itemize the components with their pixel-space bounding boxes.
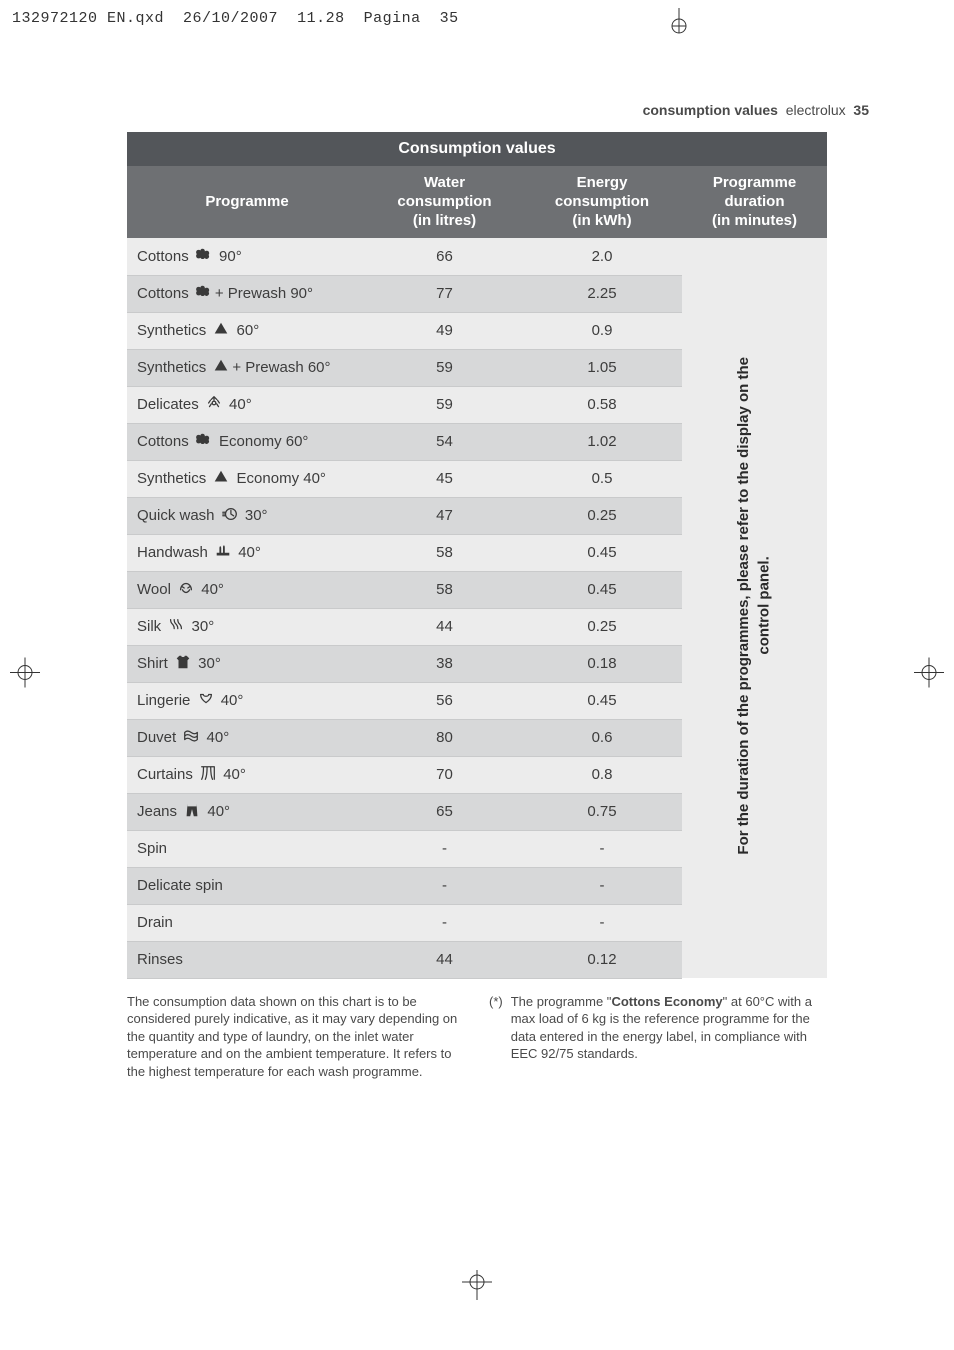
crop-mark-right	[914, 658, 944, 693]
prog-cell: Delicate spin	[127, 867, 367, 904]
energy-cell: 1.02	[522, 423, 682, 460]
prog-cell: Handwash 40°	[127, 534, 367, 571]
file-meta-line: 132972120 EN.qxd 26/10/2007 11.28 Pagina…	[0, 0, 954, 27]
shirt-icon	[174, 653, 192, 675]
water-cell: -	[367, 867, 522, 904]
prog-cell: Lingerie 40°	[127, 682, 367, 719]
water-cell: 38	[367, 645, 522, 682]
water-cell: 66	[367, 238, 522, 275]
silk-icon	[167, 616, 185, 638]
col-energy: Energyconsumption(in kWh)	[522, 166, 682, 238]
energy-cell: 0.45	[522, 682, 682, 719]
prog-cell: Synthetics + Prewash 60°	[127, 349, 367, 386]
prog-cell: Cottons Economy 60°	[127, 423, 367, 460]
prog-cell: Delicates 40°	[127, 386, 367, 423]
water-cell: 59	[367, 349, 522, 386]
prog-cell: Cottons 90°	[127, 238, 367, 275]
crop-mark-left	[10, 658, 40, 693]
energy-cell: 0.25	[522, 497, 682, 534]
water-cell: 80	[367, 719, 522, 756]
energy-cell: 0.58	[522, 386, 682, 423]
energy-cell: -	[522, 830, 682, 867]
table-row: Cottons 90°662.0For the duration of the …	[127, 238, 827, 275]
water-cell: 70	[367, 756, 522, 793]
lingerie-icon	[197, 690, 215, 712]
footnote-right: (*) The programme "Cottons Economy" at 6…	[489, 993, 827, 1081]
synth-icon	[212, 357, 230, 379]
energy-cell: -	[522, 867, 682, 904]
energy-cell: 0.6	[522, 719, 682, 756]
energy-cell: 2.0	[522, 238, 682, 275]
water-cell: 58	[367, 534, 522, 571]
cotton-icon	[195, 246, 213, 268]
synth-icon	[212, 468, 230, 490]
footnotes: The consumption data shown on this chart…	[127, 993, 827, 1081]
table-title: Consumption values	[127, 132, 827, 166]
cotton-icon	[195, 283, 213, 305]
water-cell: 44	[367, 608, 522, 645]
energy-cell: 0.45	[522, 534, 682, 571]
crop-mark-top	[664, 8, 694, 38]
wool-icon	[177, 579, 195, 601]
prog-cell: Shirt 30°	[127, 645, 367, 682]
prog-cell: Synthetics Economy 40°	[127, 460, 367, 497]
prog-cell: Cottons + Prewash 90°	[127, 275, 367, 312]
prog-cell: Curtains 40°	[127, 756, 367, 793]
energy-cell: 2.25	[522, 275, 682, 312]
energy-cell: 0.45	[522, 571, 682, 608]
cotton-icon	[195, 431, 213, 453]
water-cell: 58	[367, 571, 522, 608]
water-cell: 77	[367, 275, 522, 312]
prog-cell: Wool 40°	[127, 571, 367, 608]
energy-cell: 0.25	[522, 608, 682, 645]
energy-cell: 0.12	[522, 941, 682, 978]
energy-cell: -	[522, 904, 682, 941]
col-programme: Programme	[127, 166, 367, 238]
duration-merged-cell: For the duration of the programmes, plea…	[682, 238, 827, 978]
crop-mark-bottom	[462, 1270, 492, 1305]
water-cell: 45	[367, 460, 522, 497]
energy-cell: 0.18	[522, 645, 682, 682]
water-cell: 44	[367, 941, 522, 978]
water-cell: -	[367, 904, 522, 941]
water-cell: 49	[367, 312, 522, 349]
jeans-icon	[183, 801, 201, 823]
prog-cell: Synthetics 60°	[127, 312, 367, 349]
delicate-icon	[205, 394, 223, 416]
prog-cell: Jeans 40°	[127, 793, 367, 830]
water-cell: 47	[367, 497, 522, 534]
water-cell: -	[367, 830, 522, 867]
hand-icon	[214, 542, 232, 564]
prog-cell: Drain	[127, 904, 367, 941]
consumption-table: Consumption values Programme Waterconsum…	[127, 132, 827, 979]
prog-cell: Spin	[127, 830, 367, 867]
energy-cell: 0.5	[522, 460, 682, 497]
prog-cell: Silk 30°	[127, 608, 367, 645]
energy-cell: 1.05	[522, 349, 682, 386]
curtain-icon	[199, 764, 217, 786]
consumption-table-wrap: Consumption values Programme Waterconsum…	[127, 132, 827, 979]
energy-cell: 0.75	[522, 793, 682, 830]
water-cell: 56	[367, 682, 522, 719]
footnote-left: The consumption data shown on this chart…	[127, 993, 465, 1081]
col-duration: Programmeduration(in minutes)	[682, 166, 827, 238]
energy-cell: 0.8	[522, 756, 682, 793]
page-header: consumption values electrolux 35	[0, 27, 954, 132]
quick-icon	[221, 505, 239, 527]
prog-cell: Rinses	[127, 941, 367, 978]
water-cell: 59	[367, 386, 522, 423]
energy-cell: 0.9	[522, 312, 682, 349]
duvet-icon	[182, 727, 200, 749]
water-cell: 54	[367, 423, 522, 460]
water-cell: 65	[367, 793, 522, 830]
col-water: Waterconsumption(in litres)	[367, 166, 522, 238]
prog-cell: Quick wash 30°	[127, 497, 367, 534]
prog-cell: Duvet 40°	[127, 719, 367, 756]
synth-icon	[212, 320, 230, 342]
